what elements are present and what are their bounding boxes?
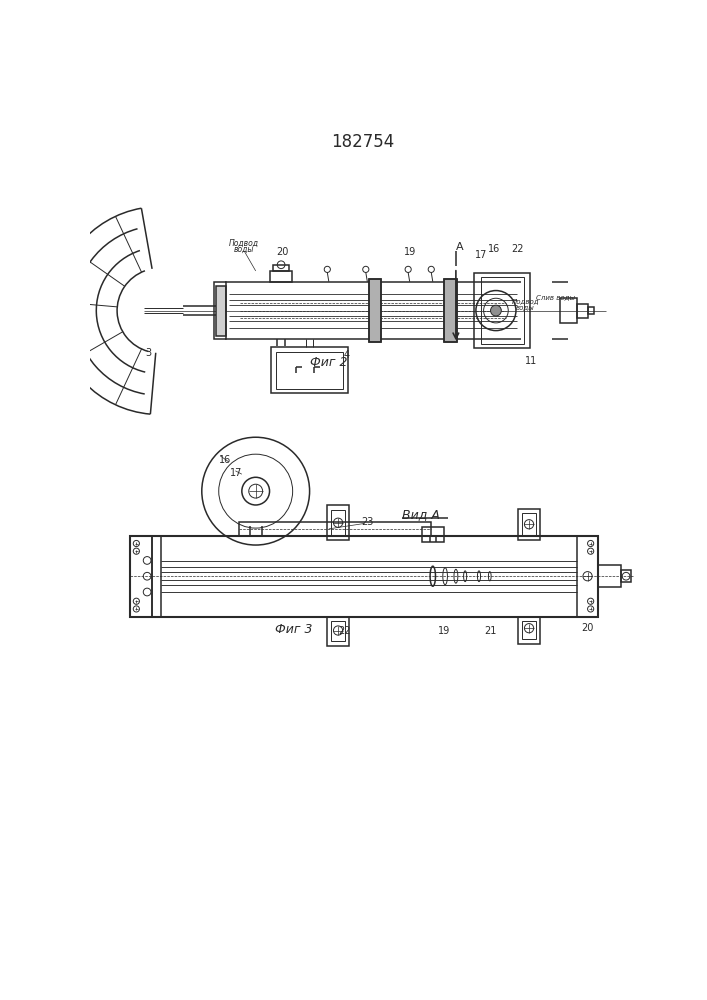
Text: 19: 19 [404, 247, 416, 257]
Bar [274, 265, 288, 271]
Bar [522, 513, 536, 536]
Bar [331, 510, 345, 536]
Bar [518, 617, 540, 644]
Circle shape [491, 305, 501, 316]
Bar [588, 307, 594, 314]
Text: Фиг 2: Фиг 2 [310, 356, 348, 369]
Bar [327, 617, 349, 646]
Text: Фиг 3: Фиг 3 [276, 623, 313, 636]
Bar [518, 509, 540, 540]
Bar [560, 298, 577, 323]
Text: воды: воды [234, 245, 255, 254]
Bar [327, 505, 349, 540]
Text: 4: 4 [344, 350, 350, 360]
Text: 17: 17 [230, 468, 243, 478]
Text: воды: воды [516, 304, 534, 310]
Bar [422, 527, 443, 542]
Text: 21: 21 [484, 626, 497, 636]
Bar [444, 279, 457, 342]
Text: 16: 16 [218, 455, 231, 465]
Text: Слив воды: Слив воды [537, 294, 575, 300]
Bar [621, 570, 631, 582]
Bar [152, 536, 161, 617]
Text: A: A [456, 242, 464, 252]
Bar [331, 620, 345, 641]
Bar [444, 279, 457, 342]
Text: 19: 19 [438, 626, 450, 636]
Bar [130, 536, 598, 617]
Text: 22: 22 [511, 244, 524, 254]
Bar [474, 273, 530, 348]
Bar [216, 286, 226, 336]
Bar [214, 282, 226, 339]
Text: Подвод: Подвод [511, 298, 539, 304]
Text: 23: 23 [361, 517, 373, 527]
Text: 20: 20 [276, 247, 289, 257]
Text: 16: 16 [489, 244, 501, 254]
Bar [271, 347, 348, 393]
Bar [270, 271, 292, 282]
Text: 3: 3 [145, 348, 151, 358]
Text: Подвод: Подвод [229, 239, 259, 248]
Bar [369, 279, 381, 342]
Bar [130, 536, 152, 617]
Text: 11: 11 [525, 356, 537, 366]
Bar [598, 565, 621, 587]
Text: 182754: 182754 [331, 133, 395, 151]
Text: 20: 20 [581, 623, 594, 633]
Bar [239, 522, 431, 536]
Text: Вид A: Вид A [402, 508, 440, 521]
Bar [276, 352, 344, 389]
Text: 22: 22 [338, 626, 351, 636]
Text: 17: 17 [475, 250, 488, 260]
Bar [522, 620, 536, 639]
Bar [369, 279, 381, 342]
Bar [481, 277, 524, 344]
Bar [577, 536, 598, 617]
Bar [577, 304, 588, 318]
